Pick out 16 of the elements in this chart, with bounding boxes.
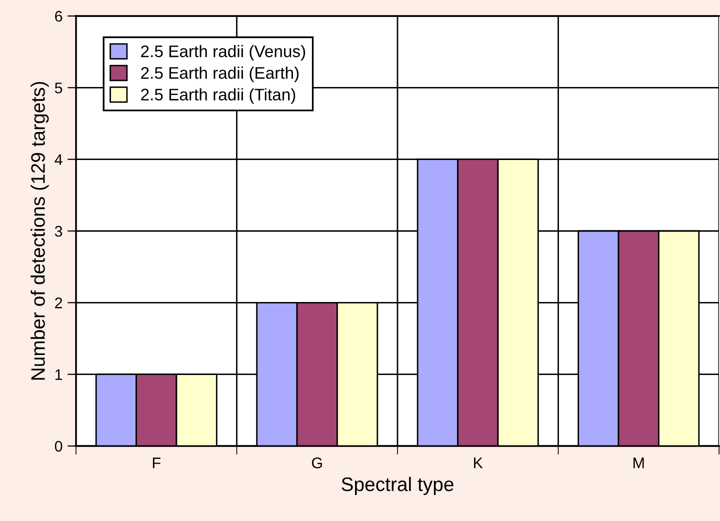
x-tick-label: G — [312, 458, 322, 468]
y-axis-title: Number of detections (129 targets) — [30, 82, 49, 380]
x-tick-label: F — [152, 458, 160, 468]
y-tick-label: 5 — [54, 82, 62, 94]
x-tick-label: K — [474, 458, 483, 468]
x-tick-label: M — [634, 458, 644, 468]
y-tick-label: 3 — [54, 226, 62, 237]
y-tick-label: 6 — [55, 10, 62, 22]
y-tick-label: 1 — [55, 369, 62, 380]
x-axis-title: Spectral type — [342, 476, 454, 496]
legend-label: 2.5 Earth radii (Titan) — [141, 88, 296, 104]
y-tick-label: 2 — [55, 298, 62, 308]
y-tick-label: 0 — [54, 440, 62, 452]
y-tick-label: 4 — [54, 154, 62, 165]
legend-label: 2.5 Earth radii (Earth) — [141, 66, 299, 82]
legend-label: 2.5 Earth radii (Venus) — [141, 44, 306, 61]
